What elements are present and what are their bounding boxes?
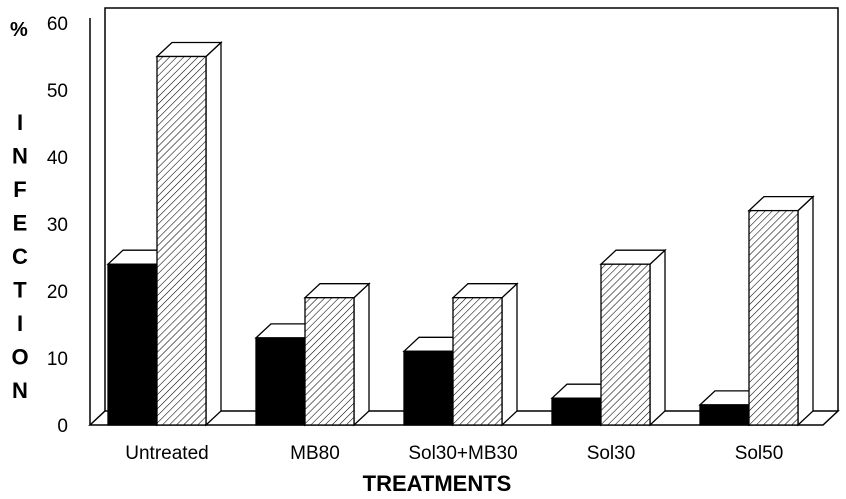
y-axis-label-letter: N	[12, 144, 28, 169]
bar-solid	[107, 263, 158, 426]
x-tick-label: Sol50	[735, 443, 784, 464]
x-tick-label: Untreated	[125, 443, 208, 464]
x-tick-label: Sol30	[587, 443, 636, 464]
bar-side-hatched	[353, 282, 370, 427]
x-axis-label: TREATMENTS	[363, 471, 512, 496]
y-axis-label-letter: I	[17, 311, 23, 336]
y-axis-label-letter: N	[12, 378, 28, 403]
bar-hatched	[748, 209, 799, 426]
y-axis-label-letter: E	[13, 211, 28, 236]
y-tick-label: 60	[47, 14, 68, 35]
y-unit-label: %	[10, 19, 28, 41]
bar-solid	[551, 397, 602, 426]
bar-hatched	[304, 297, 355, 426]
bar-solid	[255, 337, 306, 426]
bar-side-hatched	[649, 248, 666, 427]
bars	[106, 41, 815, 427]
back-wall	[104, 7, 839, 411]
y-axis-label-letter: O	[11, 345, 28, 370]
y-axis-label-letter: F	[13, 177, 26, 202]
y-axis-label-letter: I	[17, 110, 23, 135]
y-axis-label-letter: C	[12, 244, 28, 269]
x-tick-label: Sol30+MB30	[408, 443, 517, 464]
bar-side-hatched	[797, 195, 814, 427]
bar-solid	[403, 350, 454, 426]
bar-side-hatched	[205, 41, 222, 427]
bar-hatched	[156, 55, 207, 426]
x-tick-label: MB80	[290, 443, 340, 464]
bar-side-hatched	[501, 282, 518, 427]
y-tick-label: 0	[57, 416, 68, 437]
x-axis: Untreated MB80 Sol30+MB30 Sol30 Sol50	[125, 443, 783, 464]
y-axis-label-letter: T	[13, 278, 27, 303]
y-tick-label: 50	[47, 81, 68, 102]
y-tick-label: 10	[47, 349, 68, 370]
bar-hatched	[600, 263, 651, 426]
y-tick-label: 30	[47, 215, 68, 236]
bar-hatched	[452, 297, 503, 426]
bar-solid	[699, 404, 750, 426]
y-axis: 0 10 20 30 40 50 60	[47, 14, 68, 437]
y-tick-label: 20	[47, 282, 68, 303]
y-tick-label: 40	[47, 148, 68, 169]
